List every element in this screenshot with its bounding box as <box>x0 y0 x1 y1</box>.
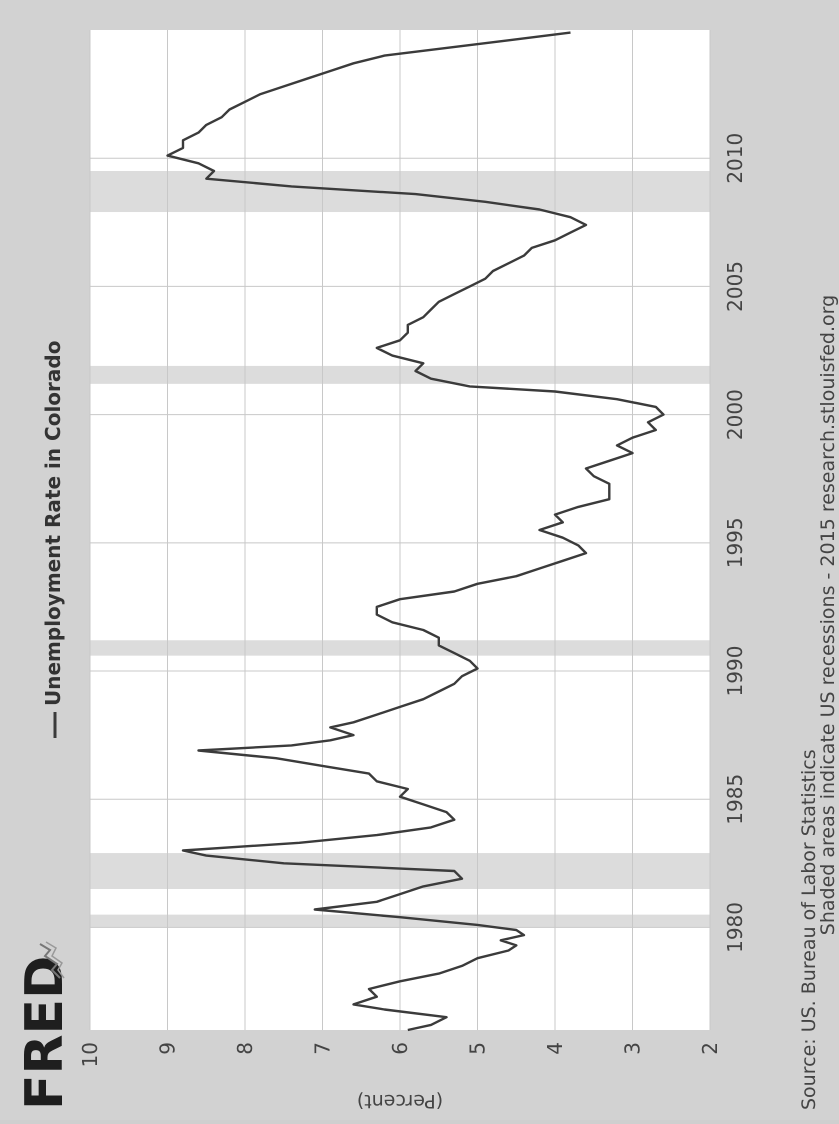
fred-logo: FRED <box>15 956 75 1110</box>
y-tick-label: 10 <box>78 1042 102 1067</box>
x-tick-label: 2010 <box>723 133 747 184</box>
y-tick-label: 6 <box>388 1042 412 1055</box>
y-tick-label: 4 <box>543 1042 567 1055</box>
series-line <box>166 31 665 1032</box>
y-axis-title: (Percent) <box>357 1090 443 1112</box>
y-tick-label: 3 <box>621 1042 645 1055</box>
y-tick-labels: 2 3 4 5 6 7 8 9 10 <box>78 1042 722 1067</box>
gridlines <box>89 30 711 1030</box>
source-text: Source: US. Bureau of Labor Statistics <box>798 749 820 1110</box>
x-tick-label: 1990 <box>723 646 747 697</box>
y-tick-label: 5 <box>466 1042 490 1055</box>
x-tick-label: 2005 <box>723 261 747 312</box>
fred-logo-graph-icon <box>39 941 65 979</box>
y-tick-label: 2 <box>698 1042 722 1055</box>
footer-text: Shaded areas indicate US recessions - 20… <box>817 295 839 935</box>
x-tick-label: 1995 <box>723 517 747 568</box>
y-tick-label: 9 <box>156 1042 180 1055</box>
y-tick-label: 7 <box>311 1042 335 1055</box>
x-tick-labels: 1980 1985 1990 1995 2000 2005 2010 <box>723 133 747 953</box>
chart-title: Unemployment Rate in Colorado <box>41 341 65 706</box>
y-tick-label: 8 <box>233 1042 257 1055</box>
series-lines <box>166 31 665 1032</box>
x-tick-label: 1985 <box>723 774 747 825</box>
x-tick-label: 1980 <box>723 902 747 953</box>
x-tick-label: 2000 <box>723 389 747 440</box>
